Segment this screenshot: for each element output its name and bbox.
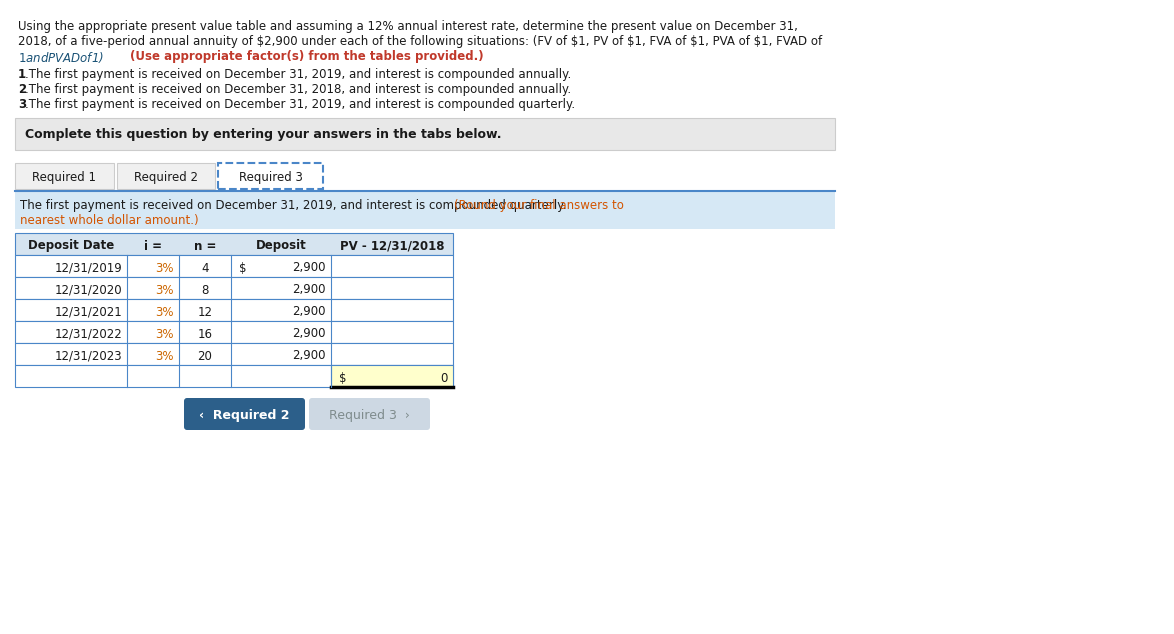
Text: Required 3  ›: Required 3 › — [329, 410, 410, 422]
Text: 0: 0 — [440, 372, 448, 384]
FancyBboxPatch shape — [184, 398, 305, 430]
Text: $1 and PVAD of $1): $1 and PVAD of $1) — [18, 50, 106, 65]
Bar — [218, 163, 323, 189]
Text: 4: 4 — [201, 261, 209, 275]
Text: (Round your final answers to: (Round your final answers to — [454, 199, 623, 212]
Text: 3%: 3% — [155, 261, 174, 275]
Text: 12/31/2021: 12/31/2021 — [54, 306, 122, 318]
Bar — [117, 163, 215, 189]
Text: 2,900: 2,900 — [292, 349, 326, 363]
Text: .The first payment is received on December 31, 2019, and interest is compounded : .The first payment is received on Decemb… — [25, 68, 572, 81]
Text: 12/31/2022: 12/31/2022 — [54, 328, 122, 340]
Text: 2,900: 2,900 — [292, 328, 326, 340]
Bar — [15, 191, 835, 229]
Text: 2,900: 2,900 — [292, 306, 326, 318]
Text: 3%: 3% — [155, 349, 174, 363]
Text: ‹  Required 2: ‹ Required 2 — [200, 410, 290, 422]
Text: Complete this question by entering your answers in the tabs below.: Complete this question by entering your … — [25, 128, 501, 141]
Text: 3%: 3% — [155, 328, 174, 340]
Bar — [15, 277, 453, 299]
Text: i =: i = — [144, 240, 162, 252]
Text: 2,900: 2,900 — [292, 261, 326, 275]
Text: 2018, of a five-period annual annuity of $2,900 under each of the following situ: 2018, of a five-period annual annuity of… — [18, 35, 822, 48]
Text: .The first payment is received on December 31, 2018, and interest is compounded : .The first payment is received on Decemb… — [25, 83, 571, 96]
Text: (Use appropriate factor(s) from the tables provided.): (Use appropriate factor(s) from the tabl… — [130, 50, 484, 63]
Text: PV - 12/31/2018: PV - 12/31/2018 — [339, 240, 444, 252]
Text: .The first payment is received on December 31, 2019, and interest is compounded : .The first payment is received on Decemb… — [25, 98, 575, 111]
Text: 12/31/2020: 12/31/2020 — [54, 283, 122, 297]
Text: 8: 8 — [201, 283, 209, 297]
Text: 2,900: 2,900 — [292, 283, 326, 297]
Text: Deposit: Deposit — [256, 240, 306, 252]
Text: $: $ — [239, 261, 247, 275]
Bar — [15, 365, 453, 387]
Text: 12/31/2019: 12/31/2019 — [54, 261, 122, 275]
Bar — [15, 343, 453, 365]
Text: Using the appropriate present value table and assuming a 12% annual interest rat: Using the appropriate present value tabl… — [18, 20, 798, 33]
Text: n =: n = — [194, 240, 216, 252]
Text: 20: 20 — [197, 349, 212, 363]
FancyBboxPatch shape — [309, 398, 430, 430]
Text: 2: 2 — [18, 83, 26, 96]
Text: 3%: 3% — [155, 283, 174, 297]
Text: 16: 16 — [197, 328, 212, 340]
Text: Required 3: Required 3 — [238, 172, 303, 184]
Text: $: $ — [339, 372, 346, 384]
Text: Deposit Date: Deposit Date — [28, 240, 114, 252]
Bar — [15, 233, 453, 255]
Text: 1: 1 — [18, 68, 26, 81]
Text: nearest whole dollar amount.): nearest whole dollar amount.) — [20, 214, 198, 227]
Bar — [15, 163, 114, 189]
Bar — [15, 321, 453, 343]
Text: The first payment is received on December 31, 2019, and interest is compounded q: The first payment is received on Decembe… — [20, 199, 571, 212]
Text: 12: 12 — [197, 306, 212, 318]
Text: Required 1: Required 1 — [33, 172, 96, 184]
Bar — [15, 118, 835, 150]
Bar — [15, 299, 453, 321]
Bar — [15, 255, 453, 277]
Text: 3%: 3% — [155, 306, 174, 318]
Bar — [331, 365, 453, 387]
Text: 3: 3 — [18, 98, 26, 111]
Text: 12/31/2023: 12/31/2023 — [54, 349, 122, 363]
Text: Required 2: Required 2 — [134, 172, 198, 184]
